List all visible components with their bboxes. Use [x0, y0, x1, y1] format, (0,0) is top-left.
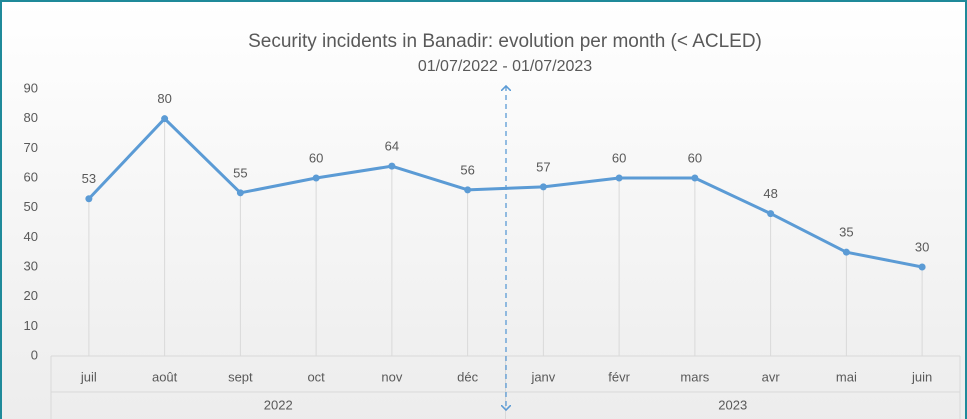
data-point [312, 174, 320, 182]
data-label: 64 [385, 139, 399, 154]
data-point [236, 189, 244, 197]
x-tick-label: avr [762, 369, 781, 384]
x-tick-label: janv [530, 369, 555, 384]
data-point [161, 115, 169, 123]
group-label: 2023 [718, 397, 747, 412]
data-point [615, 174, 623, 182]
data-label: 55 [233, 165, 247, 180]
chart-title: Security incidents in Banadir: evolution… [248, 31, 762, 52]
data-point [539, 183, 547, 191]
data-point [767, 210, 775, 218]
data-point [388, 162, 396, 170]
data-label: 35 [839, 225, 853, 240]
y-tick-label: 70 [24, 140, 38, 155]
y-tick-label: 90 [24, 80, 38, 95]
data-label: 80 [157, 91, 171, 106]
data-label: 60 [688, 150, 702, 165]
x-tick-label: déc [457, 369, 478, 384]
y-tick-label: 50 [24, 199, 38, 214]
data-label: 60 [309, 150, 323, 165]
y-tick-label: 80 [24, 110, 38, 125]
y-tick-label: 40 [24, 229, 38, 244]
y-tick-label: 10 [24, 318, 38, 333]
data-label: 60 [612, 150, 626, 165]
data-label: 30 [915, 239, 929, 254]
x-tick-label: août [152, 369, 178, 384]
x-tick-label: mai [836, 369, 857, 384]
data-point [918, 263, 926, 271]
data-label: 53 [82, 171, 96, 186]
y-tick-label: 0 [31, 347, 38, 362]
chart-subtitle: 01/07/2022 - 01/07/2023 [418, 58, 592, 75]
data-point [464, 186, 472, 194]
x-tick-label: févr [608, 369, 630, 384]
y-tick-label: 30 [24, 258, 38, 273]
x-tick-label: nov [381, 369, 402, 384]
data-point [691, 174, 699, 182]
x-tick-label: mars [680, 369, 709, 384]
data-label: 48 [763, 186, 777, 201]
y-tick-label: 60 [24, 169, 38, 184]
x-tick-label: juin [911, 369, 932, 384]
data-point [85, 195, 93, 203]
x-tick-label: oct [307, 369, 325, 384]
x-tick-label: juil [80, 369, 97, 384]
data-label: 56 [460, 162, 474, 177]
data-point [842, 248, 850, 256]
x-tick-label: sept [228, 369, 253, 384]
group-label: 2022 [264, 397, 293, 412]
y-tick-label: 20 [24, 288, 38, 303]
data-label: 57 [536, 159, 550, 174]
